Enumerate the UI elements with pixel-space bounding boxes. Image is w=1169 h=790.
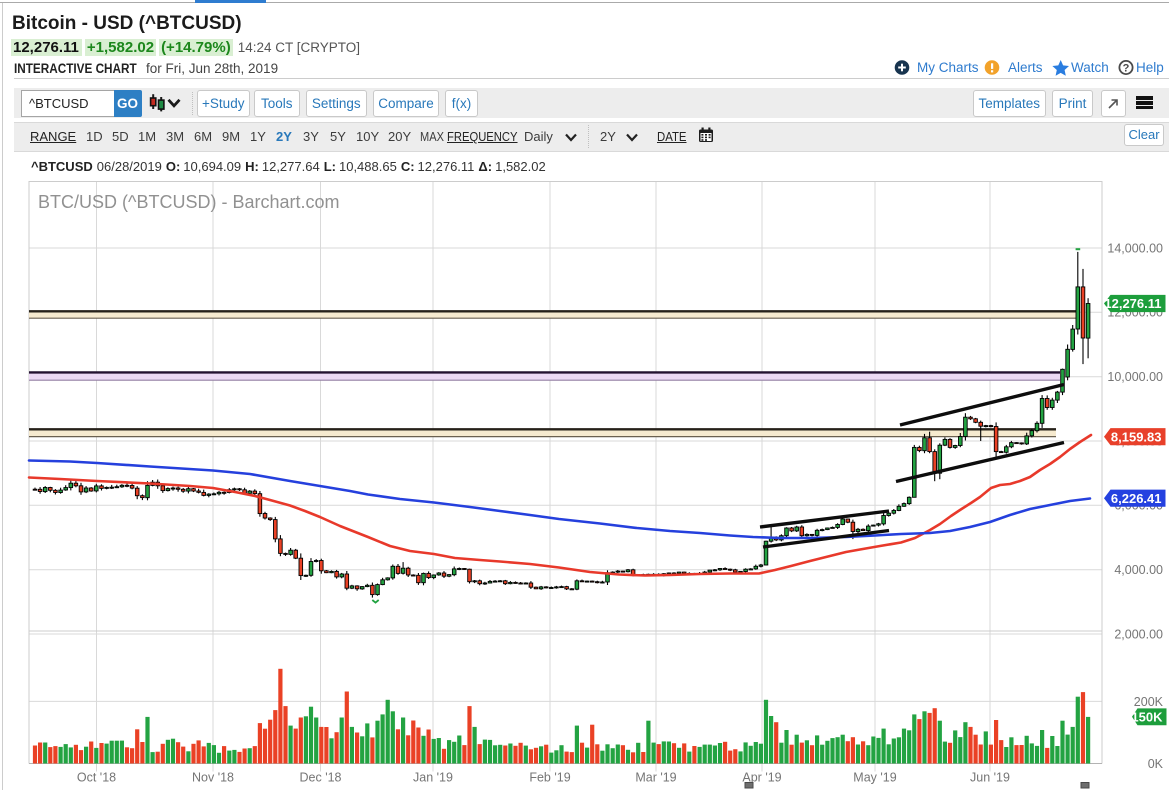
svg-text:2,000.00: 2,000.00: [1114, 627, 1163, 641]
svg-text:0K: 0K: [1148, 757, 1164, 771]
svg-text:Mar '19: Mar '19: [635, 771, 676, 785]
svg-text:200K: 200K: [1134, 695, 1164, 709]
svg-text:10,000.00: 10,000.00: [1107, 370, 1163, 384]
svg-text:Jun '19: Jun '19: [970, 771, 1010, 785]
svg-text:Jan '19: Jan '19: [413, 771, 453, 785]
svg-text:May '19: May '19: [853, 771, 896, 785]
svg-text:Dec '18: Dec '18: [300, 771, 342, 785]
svg-text:150K: 150K: [1131, 709, 1163, 724]
svg-text:Oct '18: Oct '18: [77, 771, 116, 785]
svg-text:14,000.00: 14,000.00: [1107, 241, 1163, 255]
svg-text:Nov '18: Nov '18: [192, 771, 234, 785]
svg-text:6,226.41: 6,226.41: [1111, 491, 1162, 506]
svg-text:BTC/USD (^BTCUSD) - Barchart.c: BTC/USD (^BTCUSD) - Barchart.com: [38, 192, 339, 212]
svg-text:Apr '19: Apr '19: [742, 771, 781, 785]
svg-text:8,159.83: 8,159.83: [1111, 429, 1162, 444]
svg-text:4,000.00: 4,000.00: [1114, 563, 1163, 577]
svg-text:?: ?: [1123, 63, 1130, 75]
svg-text:12,276.11: 12,276.11: [1104, 296, 1161, 311]
svg-text:Feb '19: Feb '19: [529, 771, 570, 785]
